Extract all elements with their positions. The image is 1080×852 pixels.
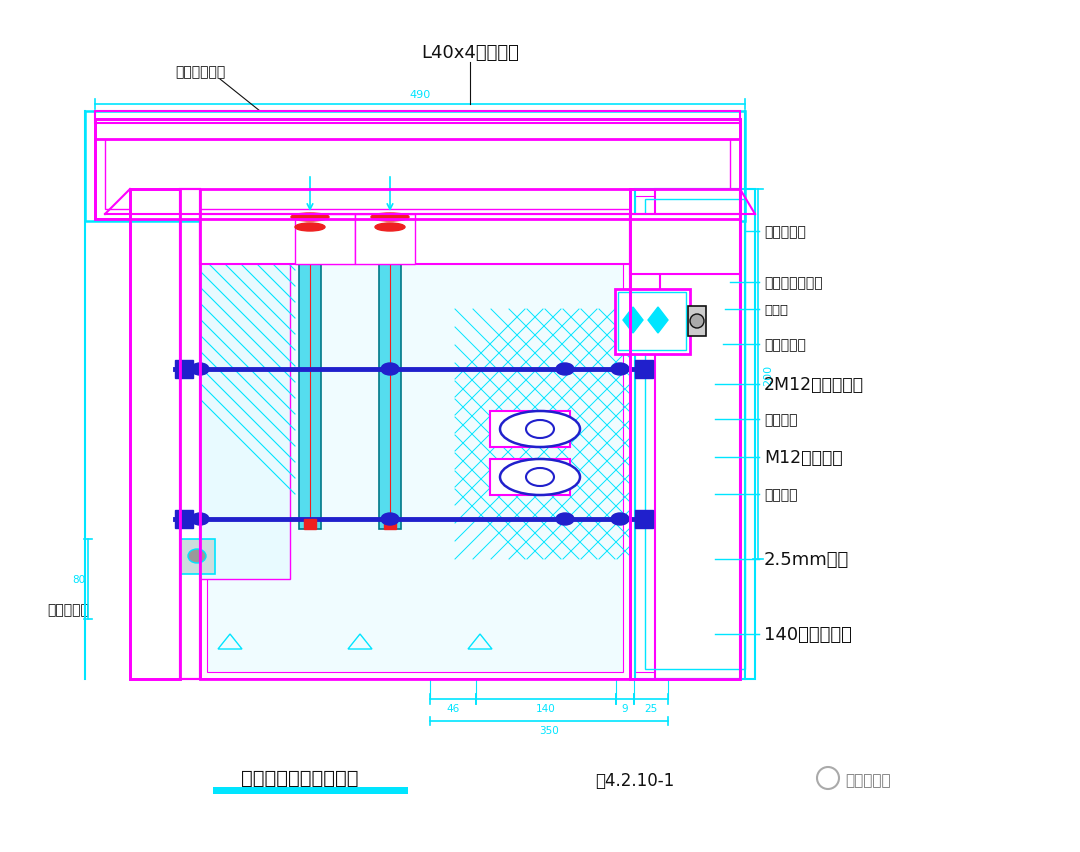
Text: 土建外粉层: 土建外粉层: [48, 602, 89, 616]
Ellipse shape: [500, 412, 580, 447]
Ellipse shape: [372, 214, 409, 222]
Text: 铝合金横梁: 铝合金横梁: [764, 225, 806, 239]
Bar: [303, 520, 316, 529]
Bar: [95, 112, 740, 124]
Bar: [295, 215, 355, 265]
Ellipse shape: [191, 514, 210, 526]
Bar: [200, 190, 630, 679]
Bar: [630, 265, 660, 325]
Text: 140铝合金立柱: 140铝合金立柱: [764, 625, 852, 643]
Bar: [95, 120, 740, 220]
Ellipse shape: [611, 364, 629, 376]
Text: 拉锥钉: 拉锥钉: [764, 303, 788, 316]
Ellipse shape: [611, 514, 629, 526]
Bar: [130, 190, 180, 679]
Text: 2M12不锈销螺栓: 2M12不锈销螺栓: [764, 376, 864, 394]
Ellipse shape: [526, 469, 554, 486]
Text: 200: 200: [762, 364, 773, 385]
Ellipse shape: [375, 224, 405, 232]
Bar: [95, 130, 740, 220]
Bar: [384, 520, 396, 529]
Bar: [130, 190, 200, 679]
Text: L40x4镀锌角销: L40x4镀锌角销: [421, 44, 518, 62]
Ellipse shape: [381, 364, 399, 376]
Bar: [490, 459, 570, 495]
Bar: [200, 239, 291, 579]
Ellipse shape: [188, 550, 206, 563]
Bar: [635, 360, 653, 378]
Bar: [180, 190, 200, 679]
Text: 350: 350: [539, 725, 558, 735]
Bar: [200, 190, 630, 679]
Bar: [105, 140, 730, 210]
Bar: [618, 292, 686, 350]
Text: 490: 490: [409, 90, 431, 100]
Text: 图4.2.10-1: 图4.2.10-1: [595, 771, 674, 789]
Ellipse shape: [690, 314, 704, 329]
Text: 80: 80: [72, 574, 85, 584]
Bar: [635, 197, 735, 672]
Text: 铝板幕墙顶部收口节点: 铝板幕墙顶部收口节点: [241, 768, 359, 786]
Ellipse shape: [500, 459, 580, 495]
Bar: [630, 190, 740, 679]
Text: 2.5mm铝板: 2.5mm铝板: [764, 550, 849, 568]
Bar: [180, 190, 200, 679]
Bar: [85, 112, 745, 222]
Text: M12过墙螺栓: M12过墙螺栓: [764, 448, 842, 466]
Bar: [200, 0, 1080, 852]
Bar: [635, 510, 653, 528]
Text: 土建外粉刷层: 土建外粉刷层: [175, 65, 225, 79]
Bar: [635, 190, 755, 679]
Ellipse shape: [526, 421, 554, 439]
Bar: [379, 230, 401, 529]
Bar: [200, 215, 630, 265]
Bar: [175, 510, 193, 528]
Bar: [299, 230, 321, 529]
Bar: [654, 190, 740, 679]
Bar: [213, 787, 408, 794]
Bar: [355, 215, 415, 265]
Text: 25: 25: [645, 703, 658, 713]
Bar: [0, 679, 1080, 852]
Ellipse shape: [191, 364, 210, 376]
Bar: [0, 0, 1080, 190]
Bar: [95, 120, 740, 140]
Bar: [688, 307, 706, 337]
Text: 46: 46: [446, 703, 460, 713]
Bar: [130, 190, 180, 679]
Bar: [207, 197, 623, 672]
Bar: [615, 290, 690, 354]
Ellipse shape: [556, 514, 573, 526]
Ellipse shape: [556, 364, 573, 376]
Polygon shape: [648, 308, 669, 334]
Text: 填充条、密封胶: 填充条、密封胶: [764, 276, 823, 290]
Bar: [200, 190, 630, 679]
Text: 铝合金挂耳: 铝合金挂耳: [764, 337, 806, 352]
Bar: [490, 412, 570, 447]
Text: 镀锌销板: 镀锌销板: [764, 487, 797, 502]
Text: 9: 9: [622, 703, 629, 713]
Text: 140: 140: [536, 703, 556, 713]
Bar: [372, 218, 408, 236]
Ellipse shape: [381, 514, 399, 526]
Bar: [630, 190, 740, 679]
Bar: [292, 218, 328, 236]
Polygon shape: [623, 308, 643, 334]
Ellipse shape: [291, 214, 329, 222]
Ellipse shape: [295, 224, 325, 232]
Text: 镀锌角码: 镀锌角码: [764, 412, 797, 427]
Text: 中港铝单板: 中港铝单板: [845, 773, 891, 787]
Bar: [175, 360, 193, 378]
Bar: [645, 199, 745, 669]
Bar: [180, 539, 215, 574]
Bar: [630, 215, 740, 274]
Bar: [0, 0, 130, 852]
